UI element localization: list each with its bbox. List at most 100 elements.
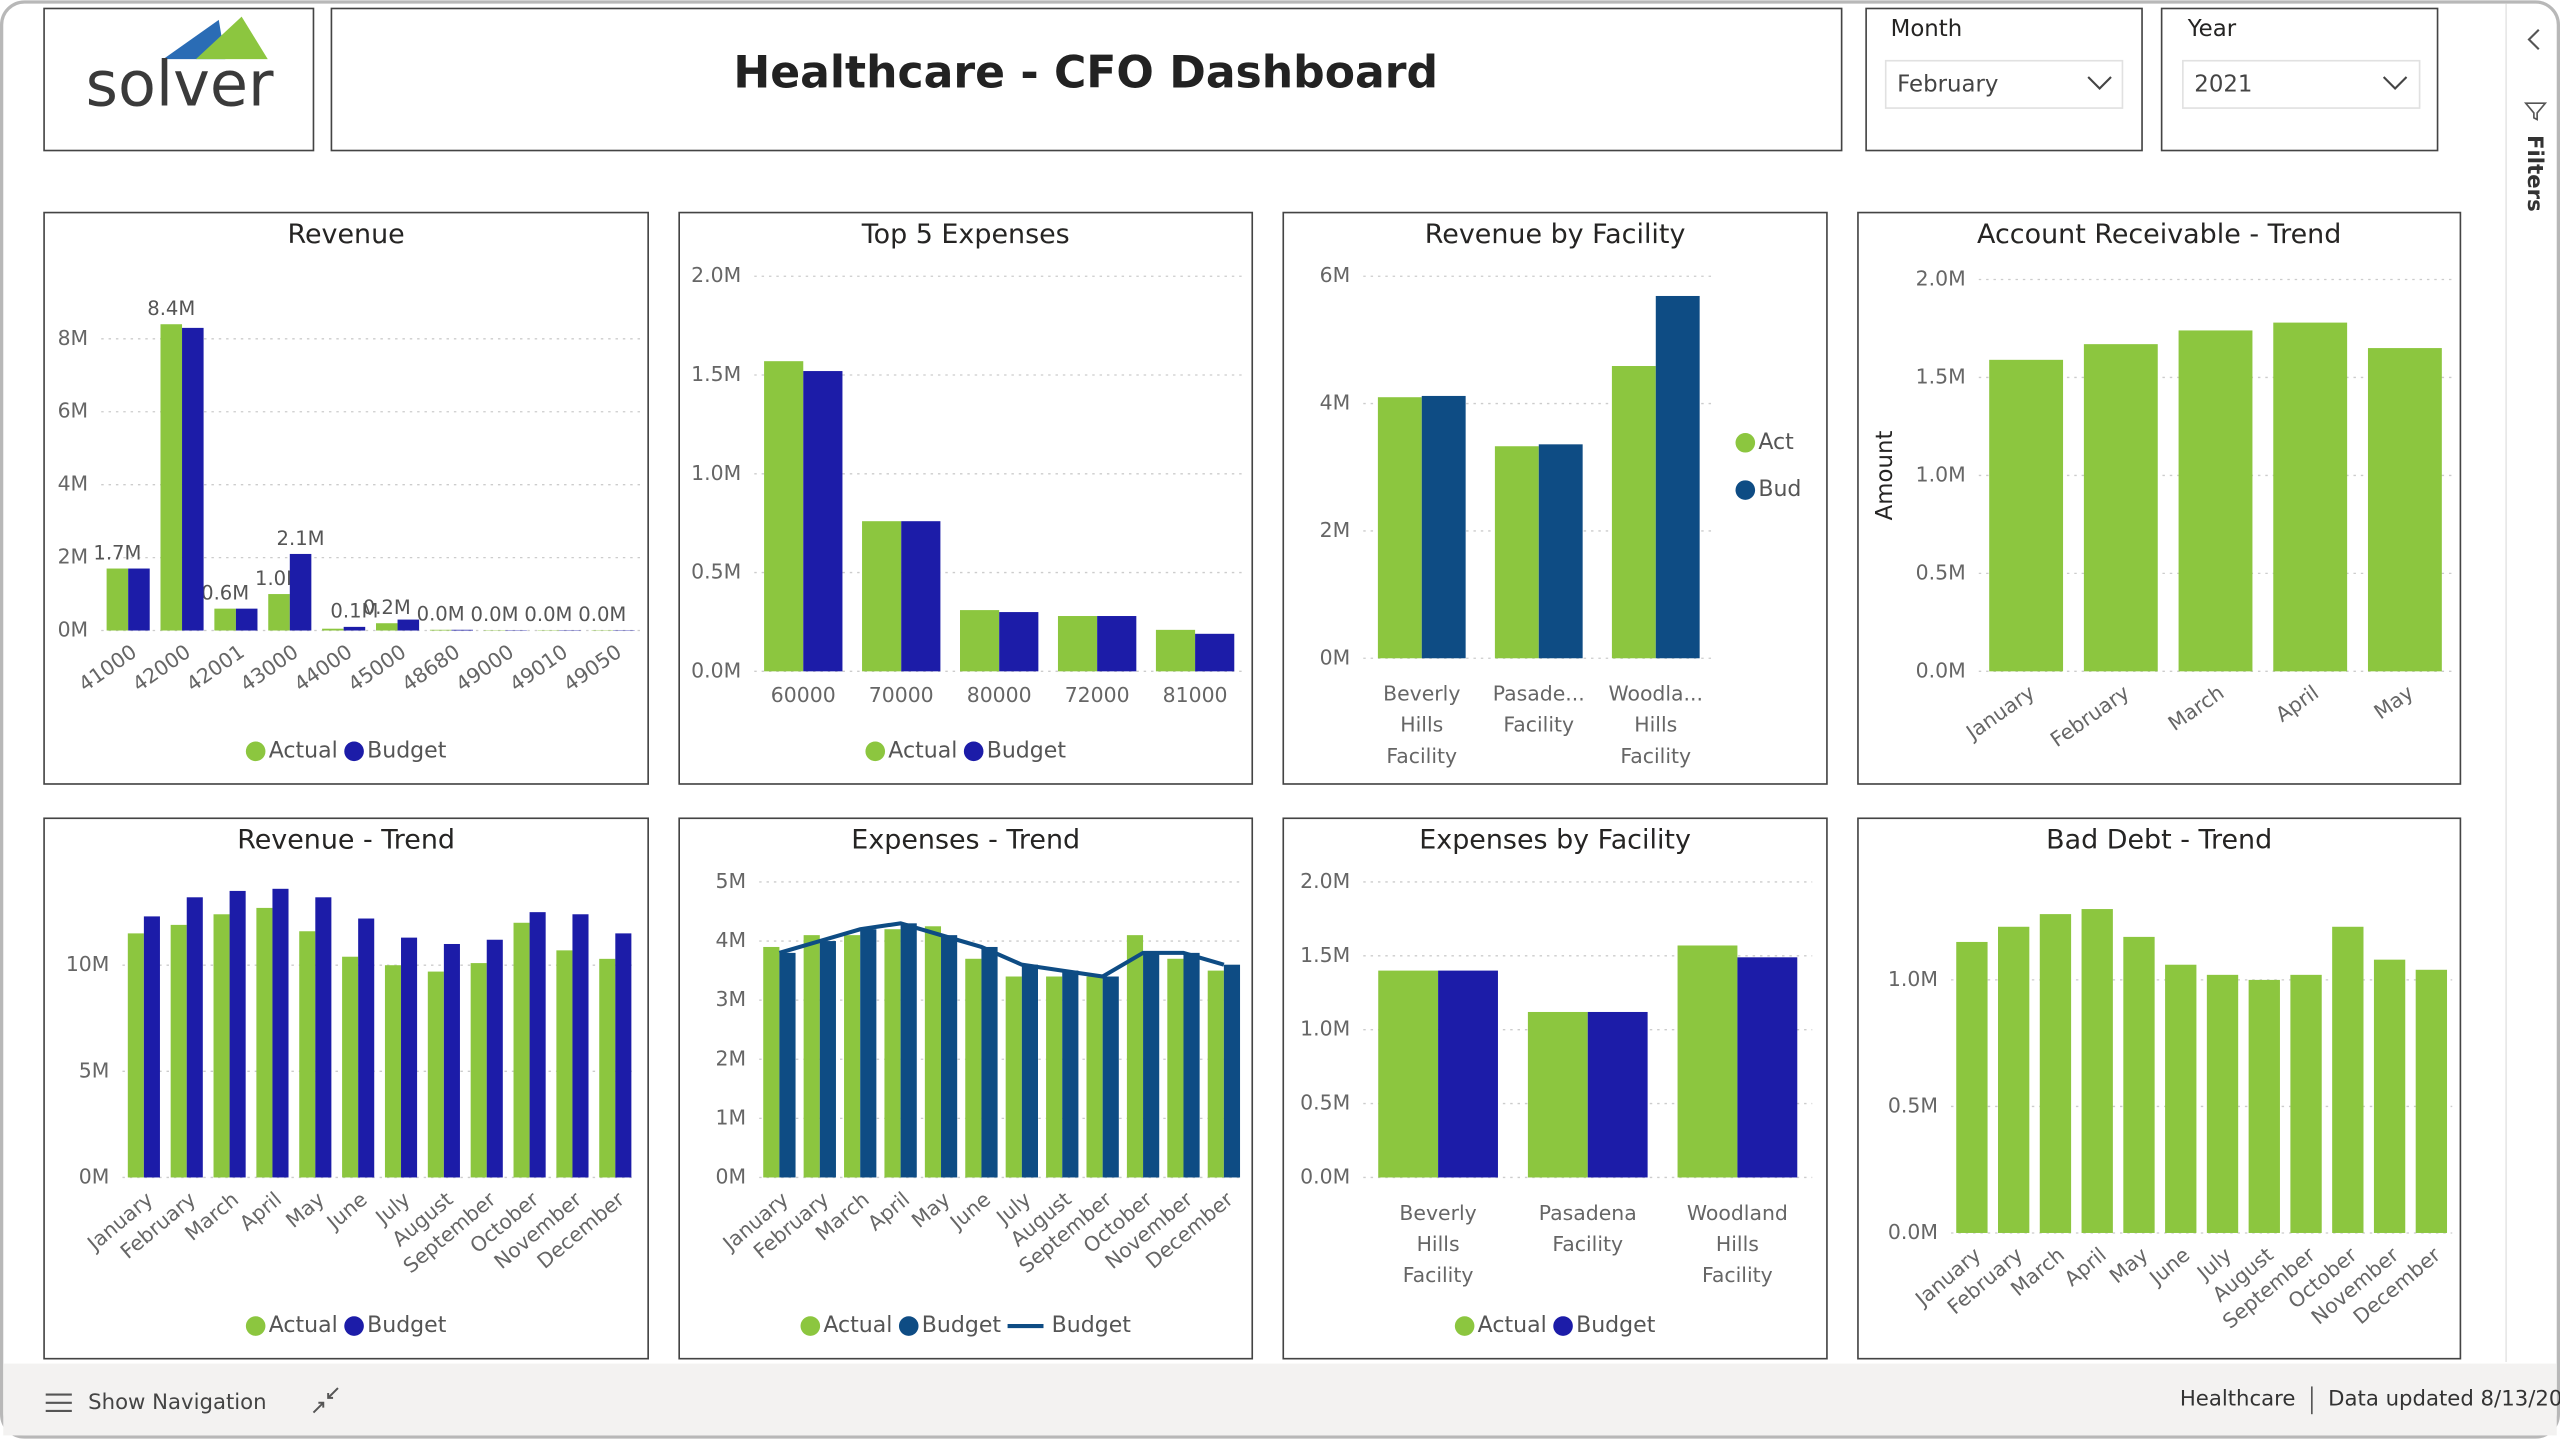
bar	[764, 361, 804, 672]
bar	[343, 626, 366, 631]
nav-icon[interactable]	[45, 1393, 72, 1412]
y-tick-label: 4M	[716, 928, 747, 952]
dropdown-value[interactable]: February	[1897, 72, 1998, 98]
x-tick-label: 81000	[1163, 683, 1228, 707]
dashboard-title: Healthcare - CFO Dashboard	[733, 47, 1438, 98]
y-tick-label: 0M	[716, 1164, 747, 1188]
data-updated: Data updated 8/13/20	[2328, 1387, 2560, 1412]
bar	[1021, 964, 1038, 1178]
chart-title: Bad Debt - Trend	[2046, 825, 2272, 856]
bar	[1989, 359, 2064, 672]
y-tick-label: 6M	[58, 399, 89, 423]
y-tick-label: 0.5M	[1916, 560, 1966, 584]
y-tick-label: 8M	[58, 326, 89, 350]
bar	[779, 952, 796, 1178]
y-tick-label: 10M	[66, 952, 110, 976]
bar	[470, 963, 487, 1178]
legend-item: Bud	[1735, 477, 1801, 502]
bar	[803, 935, 820, 1178]
y-tick-label: 1.0M	[1300, 1017, 1350, 1041]
bar	[1155, 629, 1196, 672]
legend-item: Act	[1735, 430, 1794, 455]
legend-label: Actual	[823, 1313, 892, 1338]
legend-item: Actual	[1454, 1313, 1547, 1338]
y-tick-label: 2.0M	[1300, 869, 1350, 893]
legend-marker	[865, 741, 886, 762]
bar	[1438, 970, 1498, 1178]
y-tick-label: 2.0M	[691, 263, 741, 287]
legend-label: Budget	[987, 738, 1067, 763]
legend-marker	[344, 741, 364, 762]
legend-marker	[1454, 1316, 1475, 1336]
bar	[556, 950, 573, 1178]
dropdown-chevron[interactable]	[2382, 76, 2408, 90]
bar	[2373, 959, 2406, 1233]
legend-label: Actual	[269, 738, 338, 763]
collapse-icon[interactable]	[312, 1387, 339, 1414]
y-tick-label: 1.0M	[1916, 462, 1966, 486]
y-tick-label: 0M	[79, 1164, 110, 1188]
bar	[229, 890, 246, 1178]
logo-box	[43, 7, 315, 152]
bar	[981, 946, 998, 1178]
line	[778, 921, 1225, 979]
bar	[1737, 957, 1798, 1178]
y-tick-label: 0.5M	[691, 560, 741, 584]
y-tick-label: 6M	[1320, 263, 1351, 287]
x-tick-label: 70000	[869, 683, 934, 707]
chart-title: Expenses by Facility	[1419, 825, 1691, 856]
filters-pane-label[interactable]: Filters	[2522, 135, 2547, 212]
filter-icon[interactable]	[2523, 102, 2548, 121]
title-box	[330, 7, 1843, 152]
bar	[170, 924, 187, 1178]
dropdown-chevron[interactable]	[2087, 76, 2112, 90]
data-label: 1.7M	[93, 541, 141, 564]
legend-marker	[1553, 1316, 1573, 1336]
legend-item: Budget	[1553, 1313, 1656, 1338]
bar	[1195, 633, 1235, 672]
bar	[803, 371, 843, 672]
bar	[1167, 958, 1184, 1178]
bar	[615, 933, 632, 1178]
y-tick-label: 0.5M	[1888, 1093, 1938, 1117]
y-tick-label: 4M	[1320, 391, 1351, 415]
bar	[2332, 926, 2364, 1233]
bar	[106, 568, 129, 631]
show-navigation[interactable]: Show Navigation	[88, 1390, 266, 1415]
bar	[1655, 295, 1700, 659]
dropdown-value[interactable]: 2021	[2194, 72, 2252, 98]
bar	[2123, 936, 2155, 1233]
data-label: 8.4M	[147, 297, 195, 320]
bar	[965, 958, 982, 1178]
legend-label: Actual	[888, 738, 957, 763]
x-tick-label-box: Woodland Hills Facility	[1686, 1200, 1788, 1287]
y-tick-label: 0M	[58, 618, 89, 642]
bar	[128, 568, 150, 631]
bar	[2083, 344, 2158, 672]
bar	[900, 923, 917, 1178]
bar	[1538, 444, 1583, 659]
bar	[429, 629, 452, 631]
pane-toggle[interactable]	[2527, 28, 2540, 51]
bar	[529, 912, 546, 1178]
legend-marker	[245, 1316, 266, 1336]
bar	[960, 610, 1000, 672]
dropdown[interactable]	[1884, 59, 2124, 109]
bar	[1046, 976, 1063, 1178]
chart-title: Revenue	[287, 219, 404, 250]
legend-item: Actual	[800, 1313, 892, 1338]
chart-panel: Bad Debt - Trend0.0M0.5M1.0MJanuaryFebru…	[1857, 817, 2462, 1360]
x-tick-label: Woodland Hills Facility	[1686, 1200, 1788, 1287]
panel-border	[43, 211, 649, 785]
x-tick-label: Pasade... Facility	[1492, 681, 1585, 737]
x-tick-label: Pasadena Facility	[1538, 1200, 1637, 1256]
bar	[427, 971, 444, 1178]
bar	[1126, 935, 1144, 1178]
dropdown[interactable]	[2182, 59, 2421, 109]
data-label: 0.6M	[201, 581, 249, 604]
y-axis-label: Amount	[1872, 430, 1898, 520]
chart-title: Revenue by Facility	[1425, 219, 1686, 250]
y-tick-label: 5M	[79, 1058, 110, 1082]
